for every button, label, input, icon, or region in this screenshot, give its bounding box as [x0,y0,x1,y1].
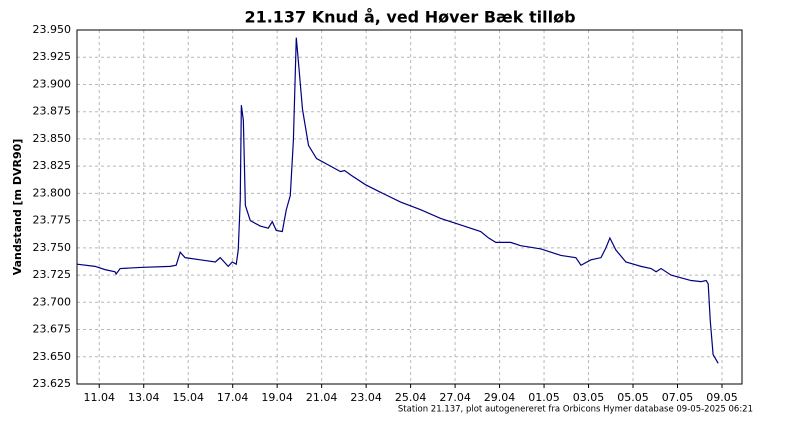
y-tick-label: 23.775 [33,214,72,227]
y-tick-label: 23.800 [33,186,72,199]
y-tick-label: 23.925 [33,50,72,63]
x-tick-label: 27.04 [439,391,471,404]
y-tick-label: 23.875 [33,105,72,118]
y-tick-label: 23.900 [33,77,72,90]
y-tick-label: 23.650 [33,350,72,363]
data-line [76,37,719,364]
y-tick-label: 23.750 [33,241,72,254]
plot-frame [76,29,743,385]
x-tick-label: 25.04 [395,391,427,404]
x-tick-label: 19.04 [261,391,293,404]
x-tick-label: 29.04 [484,391,516,404]
chart-title: 21.137 Knud å, ved Høver Bæk tilløb [244,8,575,27]
x-tick-label: 23.04 [350,391,382,404]
x-tick-label: 05.05 [617,391,649,404]
y-axis-label: Vandstand [m DVR90] [11,139,24,276]
y-tick-label: 23.850 [33,132,72,145]
y-tick-label: 23.950 [33,23,72,36]
x-tick-label: 11.04 [83,391,115,404]
x-tick-label: 07.05 [662,391,694,404]
x-tick-label: 13.04 [128,391,160,404]
footer: Station 21.137, plot autogenereret fra O… [398,405,753,415]
x-tick-label: 15.04 [172,391,204,404]
x-tick-label: 09.05 [706,391,738,404]
y-tick-label: 23.725 [33,268,72,281]
y-tick-label: 23.625 [33,377,72,390]
x-tick-label: 01.05 [528,391,560,404]
y-tick-label: 23.675 [33,323,72,336]
y-tick-label: 23.825 [33,159,72,172]
x-tick-label: 03.05 [573,391,605,404]
x-tick-label: 21.04 [306,391,338,404]
y-tick-label: 23.700 [33,295,72,308]
x-tick-label: 17.04 [217,391,249,404]
